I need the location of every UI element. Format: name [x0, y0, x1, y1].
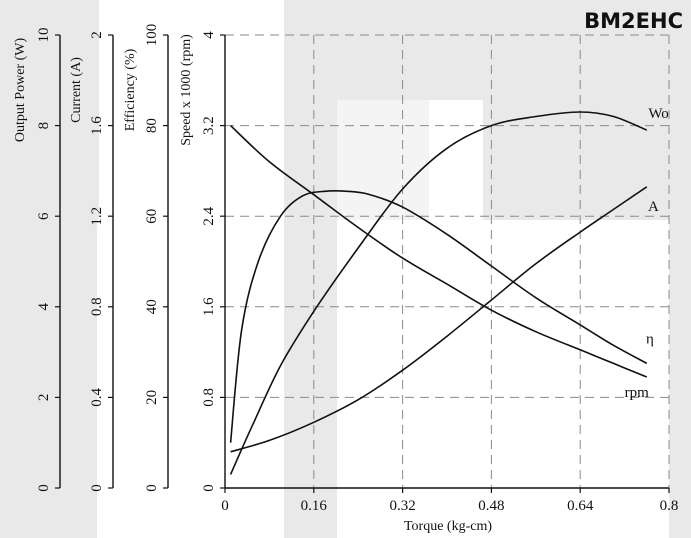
y-tick-label: 10 [36, 28, 52, 43]
y-tick-label: 80 [144, 118, 160, 133]
y-tick-label: 0 [36, 484, 52, 492]
y-tick-label: 0.8 [201, 388, 217, 407]
chart-title: BM2EHC [584, 9, 683, 33]
y-axis-label: Current (A) [69, 57, 84, 123]
axes: 0 0.16 0.32 0.48 0.64 0.8 0 2 4 6 8 10 Output Power … [13, 24, 678, 514]
series-line [230, 186, 648, 453]
series-line [229, 190, 648, 443]
x-tick-label: 0.32 [389, 498, 415, 514]
y-axis-label: Output Power (W) [13, 38, 28, 143]
y-tick-label: 1.6 [201, 297, 217, 316]
background-panel [483, 0, 691, 220]
background-panel [337, 100, 429, 220]
y-tick-label: 4 [36, 303, 52, 311]
y-tick-label: 2 [89, 31, 105, 39]
background-panel [0, 0, 99, 220]
x-tick-label: 0.48 [478, 498, 504, 514]
y-tick-label: 0 [201, 484, 217, 492]
y-tick-label: 40 [144, 299, 160, 314]
y-tick-label: 0.8 [89, 297, 105, 316]
y-tick-label: 1.2 [89, 207, 105, 226]
y-tick-label: 2.4 [201, 206, 217, 225]
y-tick-label: 100 [144, 24, 160, 47]
y-tick-label: 3.2 [201, 116, 217, 135]
background-panel [429, 100, 483, 220]
series-label: A [648, 199, 659, 215]
grid [225, 34, 670, 488]
series-label: Wo [648, 106, 668, 122]
series [229, 111, 648, 475]
y-axis-label: Speed x 1000 (rpm) [179, 34, 194, 146]
x-tick-label: 0.64 [567, 498, 594, 514]
series-line [230, 125, 648, 378]
background-panel [0, 220, 97, 538]
x-tick-label: 0.8 [660, 498, 679, 514]
background-panel [284, 0, 337, 538]
y-tick-label: 8 [36, 122, 52, 130]
x-tick-label: 0.16 [301, 498, 328, 514]
background-panel [197, 0, 284, 220]
y-tick-label: 2 [36, 394, 52, 402]
background-panel [669, 220, 691, 538]
y-tick-label: 0 [89, 484, 105, 492]
y-tick-label: 60 [144, 209, 160, 224]
y-axis-label: Efficiency (%) [123, 48, 138, 131]
y-tick-label: 0.4 [89, 388, 105, 407]
x-axis-label: Torque (kg-cm) [404, 519, 492, 534]
y-tick-label: 0 [144, 484, 160, 492]
y-tick-label: 20 [144, 390, 160, 405]
background-panel [337, 0, 429, 100]
y-tick-label: 6 [36, 212, 52, 220]
series-line [229, 111, 648, 475]
series-labels: Wo Aη rpm [625, 106, 669, 401]
series-label: rpm [625, 385, 649, 401]
series-label: η [646, 331, 654, 347]
y-tick-label: 4 [201, 31, 217, 39]
x-tick-label: 0 [221, 498, 229, 514]
y-tick-label: 1.6 [89, 116, 105, 135]
